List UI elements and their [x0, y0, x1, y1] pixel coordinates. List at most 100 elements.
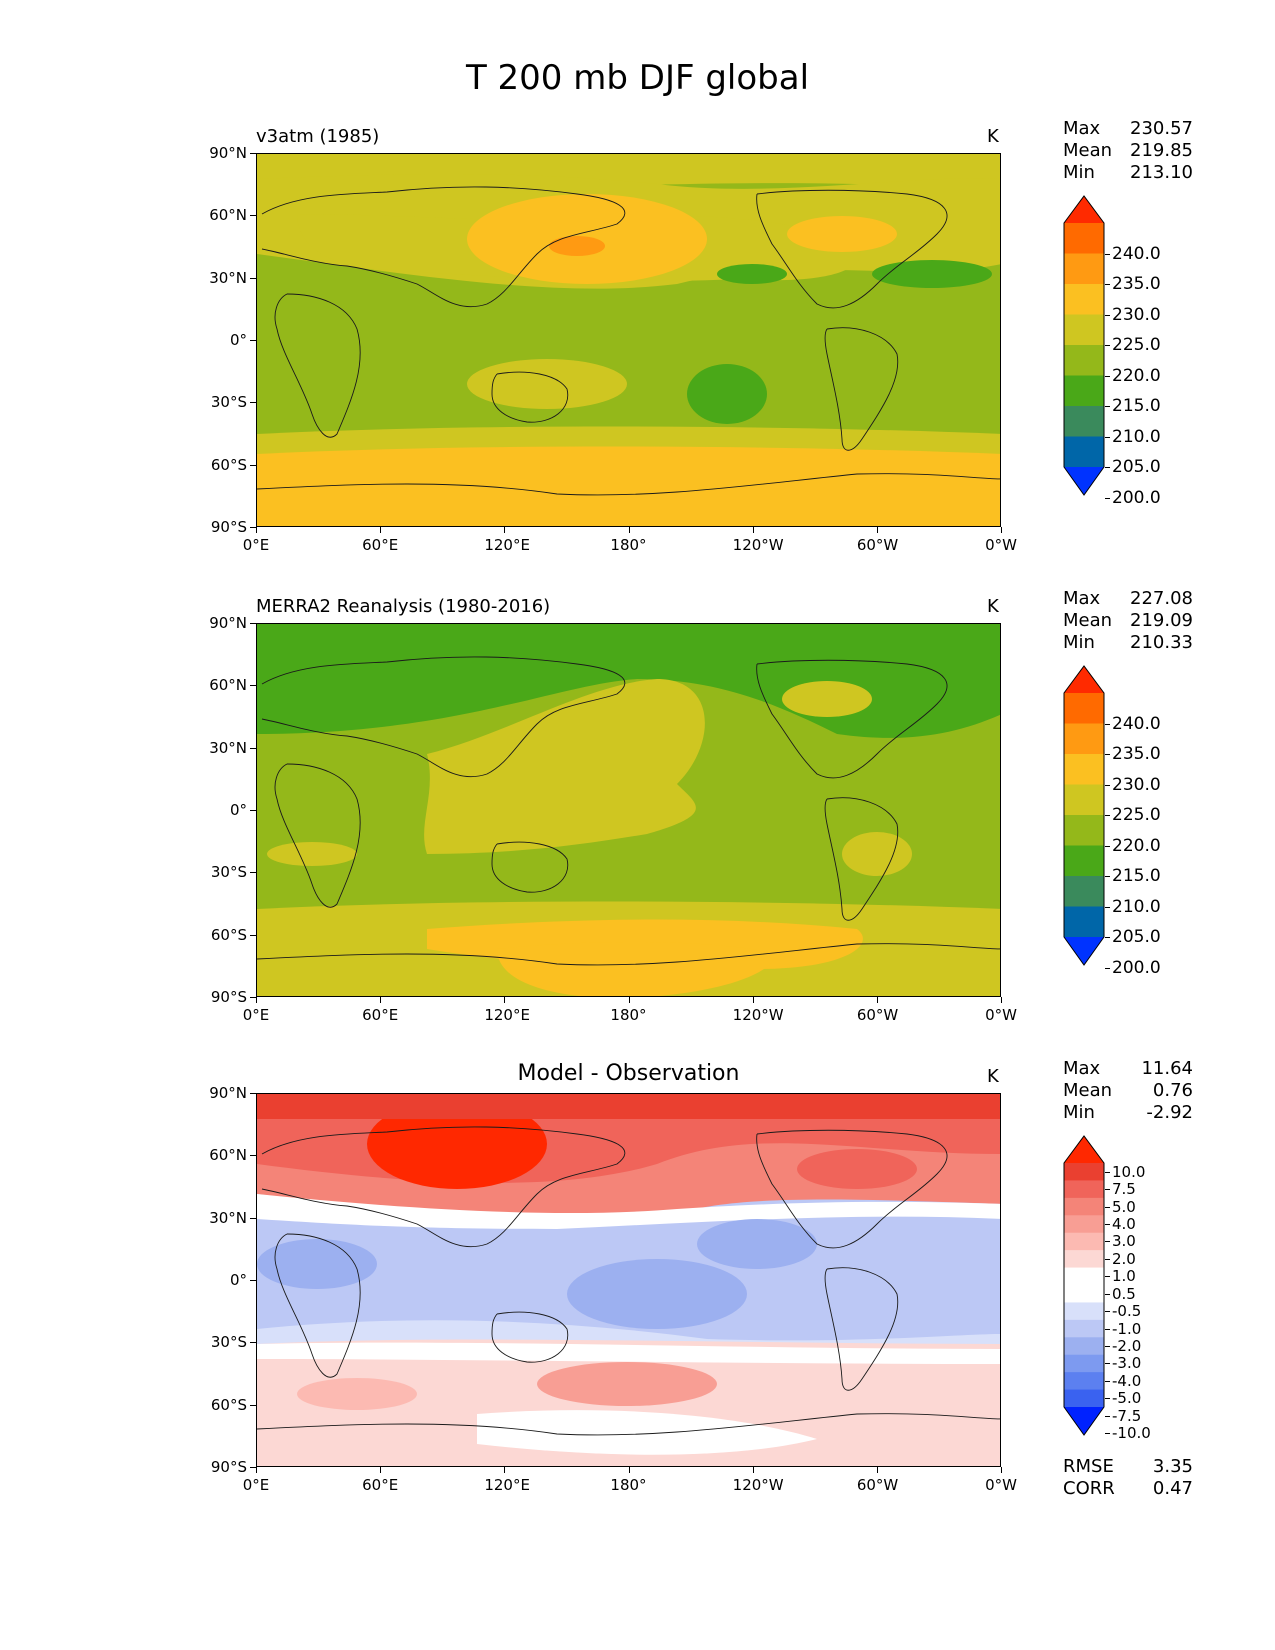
lat-tick-mark: [250, 1404, 256, 1406]
map-panel-3: [256, 1093, 1001, 1467]
colorbar-tick: [1105, 436, 1110, 438]
stat-row: Mean 0.76: [1063, 1080, 1193, 1102]
lon-tick-label: 0°W: [985, 1006, 1017, 1024]
coast-australia: [491, 371, 569, 423]
colorbar-label: -3.0: [1112, 1354, 1142, 1373]
colorbar-segment: [1064, 1354, 1104, 1373]
lat-tick-label: 90°S: [210, 988, 247, 1006]
field-region: [782, 681, 872, 717]
colorbar-tick: [1105, 723, 1110, 725]
colorbar-label: 10.0: [1112, 1162, 1146, 1181]
colorbar-label: 215.0: [1112, 866, 1161, 886]
coast-south-america: [824, 797, 899, 921]
coast-australia: [491, 841, 569, 893]
colorbar-label: 210.0: [1112, 896, 1161, 917]
lon-tick-label: 60°W: [856, 1476, 899, 1494]
lon-tick-mark: [256, 1467, 257, 1473]
stats-block: Max 230.57 Mean 219.85 Min 213.10: [1063, 118, 1193, 184]
colorbar-segment: [1064, 1302, 1104, 1321]
colorbar-label: 215.0: [1112, 396, 1161, 416]
colorbar-label: 4.0: [1112, 1215, 1136, 1233]
colorbar-segment: [1064, 1215, 1104, 1234]
field-region: [567, 1259, 747, 1329]
colorbar-segment: [1064, 845, 1104, 877]
lon-tick-mark: [380, 527, 382, 533]
lon-tick-label: 120°E: [484, 1006, 530, 1024]
lat-tick-mark: [250, 1217, 256, 1219]
colorbar-label: -10.0: [1112, 1424, 1151, 1443]
field-region: [537, 1362, 717, 1406]
metric-label: CORR: [1063, 1478, 1115, 1499]
field-region: [257, 1342, 1000, 1364]
colorbar-tick: [1105, 815, 1110, 816]
lat-tick-mark: [250, 153, 256, 154]
colorbar-tick: [1105, 906, 1110, 908]
map-field-2: [257, 624, 1000, 996]
map-field-1: [257, 154, 1000, 526]
lat-tick-mark: [250, 402, 256, 404]
field-region: [257, 1194, 1000, 1229]
lon-tick-mark: [628, 527, 630, 533]
lat-tick-label: 60°S: [210, 1395, 247, 1414]
colorbar-tick: [1105, 1293, 1110, 1295]
lon-tick-label: 120°E: [484, 536, 530, 554]
coast-europe-asia: [261, 1126, 626, 1248]
colorbar-tick: [1105, 754, 1110, 755]
colorbar-segment: [1064, 1197, 1104, 1216]
colorbar-tick: [1105, 375, 1110, 377]
colorbar-tick: [1105, 497, 1110, 499]
colorbar-segment: [1064, 284, 1104, 315]
field-region: [424, 679, 705, 854]
lon-tick-mark: [504, 997, 506, 1003]
lat-tick-label: 30°S: [210, 863, 247, 882]
lon-tick-label: 0°E: [242, 1476, 270, 1494]
lon-tick-mark: [256, 997, 257, 1003]
field-region: [549, 236, 605, 256]
lon-tick-mark: [380, 1467, 382, 1473]
colorbar-label: -2.0: [1112, 1337, 1142, 1355]
stat-value: 227.08: [1130, 588, 1193, 609]
lon-tick-mark: [876, 1467, 878, 1473]
colorbar-label: 5.0: [1112, 1197, 1136, 1216]
lon-tick-label: 120°W: [732, 536, 784, 554]
lon-tick-mark: [876, 997, 878, 1003]
figure-title: T 200 mb DJF global: [465, 58, 810, 98]
stat-label: Max: [1063, 588, 1101, 609]
colorbar-segment: [1064, 1285, 1104, 1303]
colorbar-segment: [1064, 253, 1104, 285]
colorbar-segment: [1064, 906, 1104, 938]
colorbar-segment: [1064, 1232, 1104, 1251]
colorbar-tick: [1105, 1363, 1110, 1365]
coast-north-america: [756, 189, 948, 309]
colorbar-label: 0.5: [1112, 1284, 1136, 1303]
coast-antarctica: [257, 473, 1000, 496]
colorbar-tick: [1105, 1398, 1110, 1400]
metric-value: 3.35: [1152, 1456, 1193, 1477]
colorbar-tick: [1105, 784, 1110, 786]
lat-tick-mark: [250, 747, 256, 749]
colorbar-segment: [1064, 723, 1104, 755]
colorbar-segment: [1064, 1250, 1104, 1269]
stat-row: Min 210.33: [1063, 632, 1193, 654]
colorbar-tick: [1105, 876, 1110, 877]
field-region: [467, 359, 627, 409]
field-region: [697, 1219, 817, 1269]
coast-antarctica: [257, 1413, 1000, 1436]
stat-label: Mean: [1063, 140, 1113, 161]
lon-tick-label: 120°W: [732, 1006, 784, 1024]
lat-tick-label: 30°N: [209, 1208, 247, 1227]
colorbar-tick: [1105, 467, 1110, 468]
stat-value: 210.33: [1130, 632, 1193, 653]
lat-tick-label: 0°: [229, 331, 247, 349]
colorbar-extend-top: [1064, 666, 1104, 693]
stat-label: Mean: [1063, 610, 1113, 631]
lon-tick-mark: [752, 527, 754, 533]
colorbar-segment: [1064, 223, 1104, 254]
colorbar-extend-bottom: [1064, 467, 1104, 495]
unit-label: K: [987, 126, 999, 147]
colorbar-label: -7.5: [1112, 1406, 1142, 1425]
colorbar-label: -4.0: [1112, 1371, 1142, 1390]
lon-tick-mark: [628, 1467, 630, 1473]
lat-tick-label: 30°S: [210, 393, 247, 412]
colorbar-1: [1063, 195, 1105, 496]
